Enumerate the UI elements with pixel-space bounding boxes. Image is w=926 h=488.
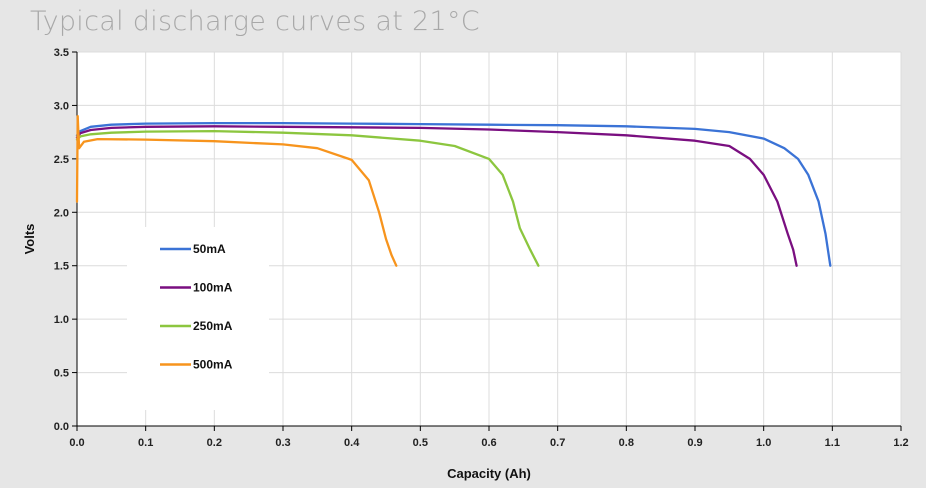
y-tick-label: 1.0 [54, 314, 69, 326]
legend-label: 100mA [193, 281, 233, 295]
axes: 0.0 0.1 0.2 0.3 0.4 0.5 0.6 0.7 0.8 0.9 1.0 1.1 1.2 0… [54, 47, 909, 449]
legend: 50mA 100mA 250mA 500mA [127, 227, 269, 410]
series-line-100mA [75, 125, 798, 267]
y-tick-label: 3.0 [54, 100, 69, 112]
x-tick-label: 1.2 [893, 437, 908, 449]
x-tick-label: 1.1 [825, 437, 840, 449]
x-tick-label: 0.7 [550, 437, 565, 449]
x-tick-label: 0.6 [481, 437, 496, 449]
legend-label: 250mA [193, 319, 233, 333]
legend-box [127, 227, 269, 410]
x-tick-label: 1.0 [756, 437, 771, 449]
x-tick-label: 0.8 [619, 437, 634, 449]
legend-label: 500mA [193, 358, 233, 372]
x-tick-label: 0.3 [275, 437, 290, 449]
x-tick-label: 0.5 [413, 437, 428, 449]
y-axis-label: Volts [22, 224, 37, 255]
chart-title: Typical discharge curves at 21°C [30, 6, 480, 37]
y-tick-label: 0.0 [54, 421, 69, 433]
x-tick-label: 0.9 [687, 437, 702, 449]
x-tick-label: 0.2 [207, 437, 222, 449]
y-tick-label: 2.5 [54, 154, 69, 166]
y-tick-label: 0.5 [54, 368, 69, 380]
series-line-250mA [75, 129, 540, 267]
x-tick-label: 0.4 [344, 437, 360, 449]
y-tick-label: 1.5 [54, 261, 69, 273]
x-tick-label: 0.0 [69, 437, 84, 449]
series-line-50mA [75, 121, 832, 267]
x-tick-label: 0.1 [138, 437, 153, 449]
series-line-500mA [75, 114, 398, 267]
series-group [75, 114, 832, 267]
y-tick-label: 2.0 [54, 207, 69, 219]
y-tick-label: 3.5 [54, 47, 69, 59]
x-axis-label: Capacity (Ah) [447, 466, 531, 481]
legend-label: 50mA [193, 242, 226, 256]
